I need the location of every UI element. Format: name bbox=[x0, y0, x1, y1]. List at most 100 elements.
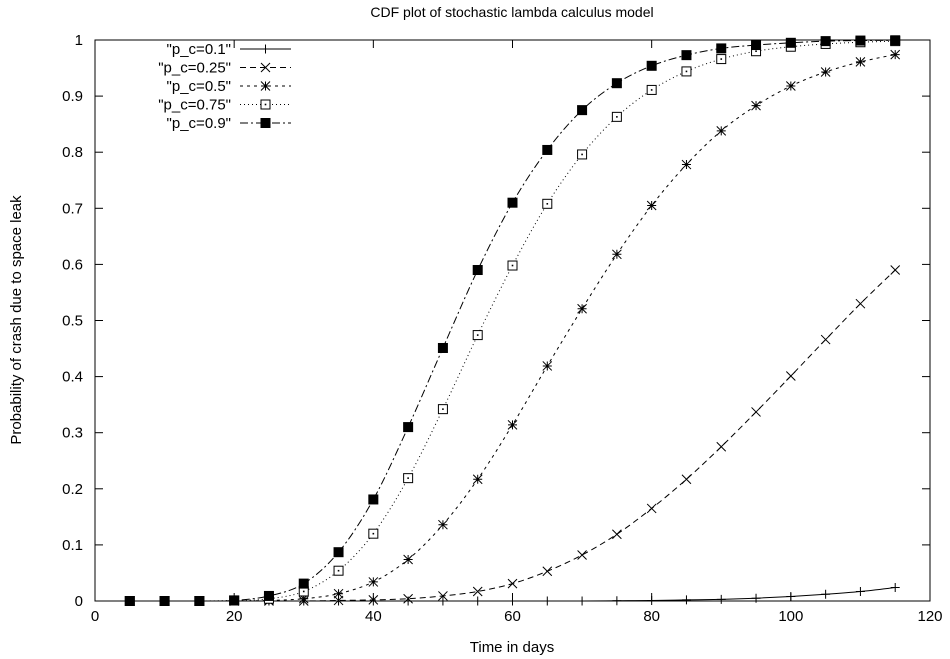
data-point bbox=[751, 593, 761, 603]
data-point bbox=[716, 126, 727, 136]
x-axis: 0 20 40 60 80 100 120 bbox=[91, 40, 943, 625]
data-point-center bbox=[546, 203, 549, 205]
y-tick-label: 0.1 bbox=[62, 537, 83, 554]
y-tick-label: 0.5 bbox=[62, 313, 83, 330]
series-3 bbox=[124, 49, 901, 606]
data-point bbox=[890, 35, 901, 46]
data-point bbox=[577, 105, 588, 116]
data-point bbox=[785, 37, 796, 48]
y-tick-label: 0.9 bbox=[62, 88, 83, 105]
x-tick-label: 20 bbox=[226, 608, 243, 625]
data-point bbox=[820, 36, 831, 47]
data-point bbox=[507, 197, 518, 208]
x-axis-title: Time in days bbox=[470, 639, 554, 656]
data-point bbox=[855, 298, 866, 309]
data-point bbox=[472, 586, 483, 597]
x-tick-label: 100 bbox=[778, 608, 803, 625]
series-line bbox=[129, 39, 896, 602]
data-point bbox=[646, 200, 657, 211]
data-point bbox=[890, 583, 900, 593]
data-point bbox=[647, 595, 657, 605]
legend-marker bbox=[261, 44, 270, 54]
data-point bbox=[298, 593, 309, 604]
data-point bbox=[333, 595, 344, 606]
data-point bbox=[646, 60, 657, 71]
legend-marker bbox=[260, 81, 271, 91]
data-point bbox=[751, 40, 762, 51]
data-point bbox=[229, 595, 240, 606]
data-point bbox=[368, 596, 378, 606]
data-point bbox=[437, 342, 448, 353]
data-point bbox=[890, 265, 901, 275]
data-point bbox=[577, 596, 587, 606]
data-point bbox=[508, 596, 517, 606]
y-axis: 0 0.1 0.2 0.3 0.4 0.5 0.6 0.7 0.8 0.9 1 bbox=[62, 32, 930, 610]
data-point-center bbox=[372, 532, 375, 535]
data-point-center bbox=[511, 264, 514, 267]
y-tick-label: 0.2 bbox=[62, 481, 83, 498]
data-point bbox=[542, 566, 553, 577]
data-point bbox=[681, 159, 692, 170]
series-layer bbox=[124, 35, 901, 606]
series-2 bbox=[124, 265, 901, 606]
data-point bbox=[716, 43, 727, 54]
data-point bbox=[681, 50, 692, 61]
data-point bbox=[820, 334, 831, 345]
data-point bbox=[298, 578, 309, 589]
legend-marker bbox=[260, 62, 271, 73]
data-point bbox=[751, 407, 761, 417]
data-point bbox=[681, 595, 691, 605]
chart-title: CDF plot of stochastic lambda calculus m… bbox=[370, 4, 653, 20]
y-tick-label: 0.4 bbox=[62, 369, 83, 386]
y-tick-label: 0.7 bbox=[62, 200, 83, 217]
data-point bbox=[438, 591, 448, 601]
series-4 bbox=[124, 36, 901, 606]
data-point bbox=[577, 550, 587, 560]
data-point bbox=[507, 419, 518, 430]
data-point bbox=[612, 596, 622, 606]
data-point bbox=[472, 265, 483, 276]
data-point bbox=[333, 547, 344, 558]
data-point bbox=[403, 596, 413, 606]
data-point bbox=[403, 593, 413, 604]
data-point bbox=[646, 503, 657, 514]
data-point bbox=[263, 590, 274, 601]
y-tick-label: 0 bbox=[75, 593, 83, 610]
data-point bbox=[786, 592, 796, 602]
data-point bbox=[473, 596, 483, 606]
y-tick-label: 0.8 bbox=[62, 144, 83, 161]
legend-label: "p_c=0.75" bbox=[158, 97, 231, 114]
data-point bbox=[368, 577, 379, 587]
data-point bbox=[716, 594, 726, 604]
data-point-center bbox=[442, 408, 444, 410]
data-point bbox=[751, 100, 761, 111]
data-point bbox=[611, 78, 622, 89]
data-point bbox=[194, 596, 205, 606]
data-point-center bbox=[685, 70, 688, 73]
data-point bbox=[820, 67, 831, 77]
y-tick-label: 0.6 bbox=[62, 256, 83, 273]
data-point bbox=[855, 35, 866, 46]
legend-marker bbox=[260, 118, 271, 128]
y-axis-title: Probability of crash due to space leak bbox=[8, 195, 25, 445]
legend-label: "p_c=0.25" bbox=[158, 60, 231, 77]
data-point bbox=[403, 422, 414, 433]
data-point bbox=[785, 371, 796, 381]
data-point bbox=[438, 519, 448, 530]
data-point bbox=[612, 529, 622, 540]
data-point bbox=[577, 303, 587, 314]
data-point bbox=[472, 474, 483, 485]
x-tick-label: 0 bbox=[91, 608, 99, 625]
legend: "p_c=0.1" "p_c=0.25""p_c=0.5" "p_c=0.75""p… bbox=[158, 41, 291, 132]
data-point bbox=[821, 589, 831, 599]
data-point-center bbox=[337, 569, 340, 572]
series-line bbox=[129, 40, 896, 602]
data-point bbox=[681, 474, 692, 485]
data-point bbox=[124, 596, 135, 606]
data-point-center bbox=[616, 116, 618, 118]
data-point-center bbox=[581, 153, 583, 156]
x-tick-label: 40 bbox=[365, 608, 382, 625]
data-point-center bbox=[302, 590, 305, 593]
data-point-center bbox=[650, 89, 653, 91]
